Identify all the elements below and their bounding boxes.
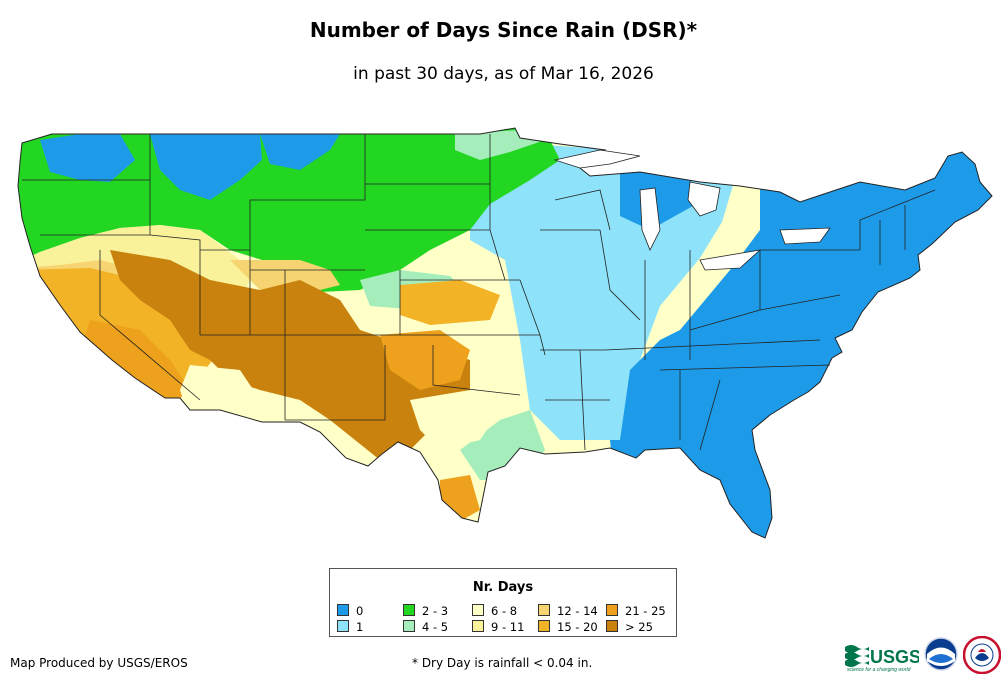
swatch — [337, 620, 349, 632]
swatch — [606, 604, 618, 616]
legend-label: 2 - 3 — [422, 604, 449, 618]
zone-0-patch-mi — [620, 170, 700, 230]
swatch — [472, 620, 484, 632]
noaa-logo — [924, 637, 958, 671]
zone-0-nw — [40, 134, 135, 182]
legend-label: 6 - 8 — [491, 604, 518, 618]
legend-item: 9 - 11 — [472, 620, 524, 634]
swatch — [403, 620, 415, 632]
legend-label: 15 - 20 — [557, 620, 598, 634]
swatch — [403, 604, 415, 616]
map-title: Number of Days Since Rain (DSR)* — [309, 18, 698, 42]
map-subtitle: in past 30 days, as of Mar 16, 2026 — [353, 64, 654, 84]
zone-2-3-north — [18, 128, 560, 292]
legend-label: 0 — [356, 604, 364, 618]
zone-6-8-tx — [410, 390, 500, 450]
legend-item: 21 - 25 — [606, 604, 666, 618]
legend-item: 0 — [337, 604, 363, 618]
swatch — [337, 604, 349, 616]
conus-outline — [17, 127, 993, 539]
legend-title: Nr. Days — [472, 580, 534, 595]
legend-item: 2 - 3 — [403, 604, 448, 618]
usgs-logo: USGS science for a changing world — [845, 645, 919, 673]
legend-item: 12 - 14 — [538, 604, 598, 618]
conus-dsr-map — [17, 127, 993, 539]
legend-label: 9 - 11 — [491, 620, 525, 634]
legend-label: 1 — [356, 620, 364, 634]
legend-item: 15 - 20 — [538, 620, 598, 634]
zone-6-8-az — [180, 365, 260, 420]
zone-21-25-az — [80, 320, 190, 410]
zone-0-mt — [150, 134, 262, 200]
legend: Nr. Days 0 1 2 - 3 4 - 5 6 - 8 9 - 11 12… — [329, 568, 677, 637]
usgs-tagline: science for a changing world — [847, 667, 911, 673]
nws-logo — [963, 636, 1001, 674]
great-lakes — [553, 149, 831, 271]
legend-label: 12 - 14 — [557, 604, 598, 618]
zone-0-dakotas — [260, 134, 340, 170]
swatch — [538, 620, 550, 632]
state-boundaries — [22, 134, 936, 451]
legend-item: 1 — [337, 620, 363, 634]
swatch — [472, 604, 484, 616]
zone-21-25-ok — [380, 330, 470, 390]
legend-label: 21 - 25 — [625, 604, 666, 618]
legend-item: > 25 — [606, 620, 653, 634]
legend-item: 6 - 8 — [472, 604, 517, 618]
zone-15-20-ks — [400, 280, 500, 325]
usgs-wordmark: USGS — [870, 647, 919, 667]
map-credit: Map Produced by USGS/EROS — [10, 656, 188, 670]
legend-label: > 25 — [625, 620, 653, 634]
legend-item: 4 - 5 — [403, 620, 448, 634]
dry-day-footnote: * Dry Day is rainfall < 0.04 in. — [412, 656, 593, 670]
swatch — [606, 620, 618, 632]
swatch — [538, 604, 550, 616]
legend-label: 4 - 5 — [422, 620, 449, 634]
